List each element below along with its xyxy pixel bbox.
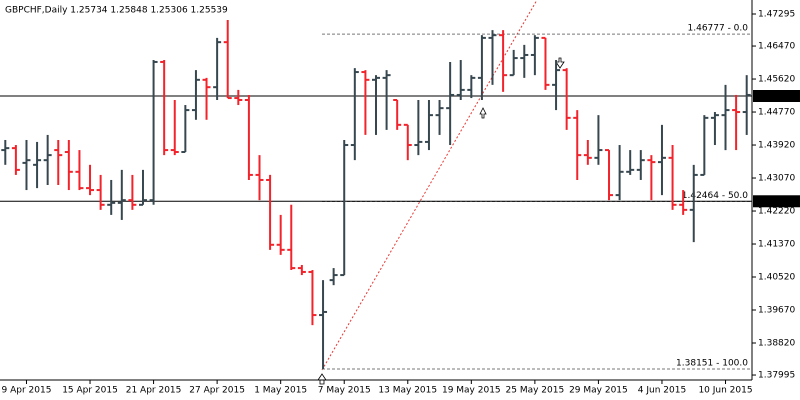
y-tick-label: 1.38820	[758, 339, 795, 349]
price-label: 1.42471	[756, 197, 793, 207]
x-tick-label: 15 Apr 2015	[62, 386, 118, 396]
x-tick-label: 21 Apr 2015	[126, 386, 182, 396]
x-tick-label: 29 May 2015	[569, 386, 628, 396]
x-tick-label: 13 May 2015	[378, 386, 437, 396]
x-tick-label: 7 May 2015	[318, 386, 371, 396]
price-label-box	[753, 195, 800, 208]
fib-level-label: 1.42464 - 50.0	[682, 191, 748, 201]
y-tick-label: 1.43920	[758, 141, 795, 151]
x-tick-label: 4 Jun 2015	[638, 386, 686, 396]
y-tick-label: 1.46470	[758, 42, 795, 52]
y-tick-label: 1.42220	[758, 207, 795, 217]
y-tick-label: 1.40520	[758, 273, 795, 283]
price-label: 1.45183	[756, 91, 793, 101]
y-tick-label: 1.45620	[758, 75, 795, 85]
y-tick-label: 1.47295	[758, 10, 795, 20]
fib-level-label: 1.38151 - 100.0	[676, 358, 748, 368]
y-tick-label: 1.41370	[758, 240, 795, 250]
down-arrow	[555, 57, 565, 69]
up-arrow	[317, 373, 327, 385]
x-tick-label: 27 Apr 2015	[189, 386, 245, 396]
x-tick-label: 10 Jun 2015	[698, 386, 752, 396]
fib-level-label: 1.46777 - 0.0	[688, 24, 749, 34]
price-label-box	[753, 89, 800, 102]
up-arrow	[479, 107, 487, 119]
trend-line	[321, 0, 538, 371]
y-tick-label: 1.43070	[758, 174, 795, 184]
y-tick-label: 1.39670	[758, 306, 795, 316]
x-tick-label: 19 May 2015	[442, 386, 501, 396]
x-tick-label: 9 Apr 2015	[2, 386, 52, 396]
y-tick-label: 1.44770	[758, 108, 795, 118]
y-tick-label: 1.37995	[758, 371, 795, 381]
x-tick-label: 1 May 2015	[254, 386, 307, 396]
chart-title: GBPCHF,Daily 1.25734 1.25848 1.25306 1.2…	[5, 6, 228, 16]
x-tick-label: 25 May 2015	[506, 386, 565, 396]
